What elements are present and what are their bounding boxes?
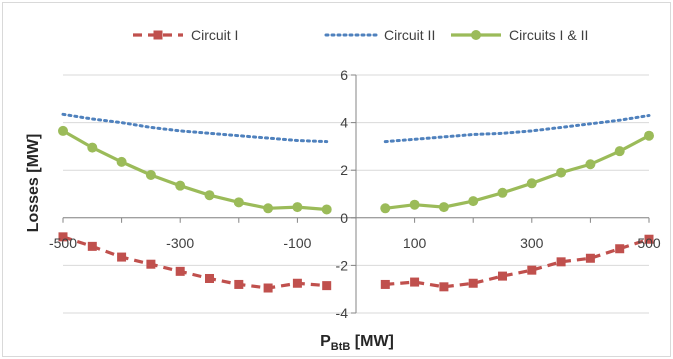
data-point	[585, 159, 596, 170]
x-tick-label: 500	[637, 235, 661, 251]
series-line	[385, 134, 650, 210]
legend-label: Circuits I & II	[509, 27, 588, 43]
x-tick-label: 100	[403, 235, 427, 251]
data-point	[292, 202, 303, 213]
data-point	[321, 204, 332, 215]
data-point	[145, 169, 156, 180]
data-point	[644, 130, 654, 141]
legend-swatch-marker	[471, 30, 481, 40]
series-circuits-i-ii	[58, 125, 654, 215]
data-point	[614, 146, 625, 157]
legend-label: Circuit I	[191, 27, 238, 43]
legend-item: Circuits I & II	[451, 27, 588, 43]
data-point	[556, 257, 566, 267]
y-tick-label: 6	[340, 67, 348, 83]
series-circuit-i	[58, 232, 654, 293]
data-point	[292, 278, 302, 288]
series-line	[61, 112, 329, 144]
x-axis-title: PBtB [MW]	[320, 333, 394, 353]
data-point	[526, 178, 537, 189]
y-tick-label: 2	[340, 162, 348, 178]
data-point	[409, 199, 420, 210]
data-point	[438, 202, 449, 213]
legend-label: Circuit II	[384, 27, 435, 43]
data-point	[468, 278, 478, 288]
x-axis-title-unit: [MW]	[350, 333, 394, 350]
data-point	[233, 197, 244, 208]
data-point	[175, 266, 185, 276]
y-tick-label: 0	[340, 210, 348, 226]
data-point	[116, 156, 127, 167]
data-point	[146, 259, 156, 269]
data-point	[410, 277, 420, 287]
data-point	[117, 252, 127, 262]
legend-item: Circuit II	[324, 27, 435, 43]
data-point	[204, 190, 215, 201]
data-point	[205, 273, 214, 283]
y-tick-label: 4	[340, 115, 348, 131]
series-line	[62, 235, 327, 290]
data-point	[87, 142, 98, 153]
x-tick-label: 300	[520, 235, 544, 251]
y-axis-title: Losses [MW]	[25, 134, 42, 233]
data-point	[585, 253, 595, 263]
y-tick-labels: -4 -2 0 2 4 6	[336, 67, 349, 321]
data-point	[234, 279, 244, 289]
data-point	[263, 203, 274, 214]
data-point	[58, 232, 68, 242]
y-tick-label: -2	[336, 257, 349, 273]
data-point	[468, 196, 479, 207]
data-point	[439, 282, 449, 292]
data-point	[527, 265, 537, 275]
data-point	[498, 271, 507, 281]
x-tick-label: -100	[283, 235, 311, 251]
data-point	[87, 241, 97, 251]
data-point	[263, 283, 273, 293]
x-tick-labels: -500 -300 -100 100 300 500	[49, 235, 661, 251]
series-line	[62, 129, 327, 212]
legend: Circuit I Circuit II Circuits I & II	[133, 27, 588, 43]
series-line	[383, 114, 651, 144]
x-tick-label: -300	[166, 235, 194, 251]
x-axis-title-subscript: BtB	[331, 341, 351, 353]
data-point	[175, 180, 186, 191]
data-point	[322, 281, 332, 291]
data-point	[497, 187, 508, 198]
legend-item: Circuit I	[133, 27, 238, 43]
data-point	[58, 125, 68, 136]
x-axis-title-main: P	[320, 333, 331, 350]
legend-swatch-marker	[153, 30, 163, 40]
data-point	[380, 279, 390, 289]
data-point	[556, 167, 567, 178]
data-point	[380, 203, 391, 214]
series-layer	[58, 112, 654, 293]
series-circuit-ii	[61, 112, 651, 144]
data-point	[615, 244, 625, 254]
x-tick-label: -500	[49, 235, 77, 251]
x-axis	[62, 217, 650, 223]
data-point	[644, 234, 654, 244]
y-tick-label: -4	[336, 305, 349, 321]
